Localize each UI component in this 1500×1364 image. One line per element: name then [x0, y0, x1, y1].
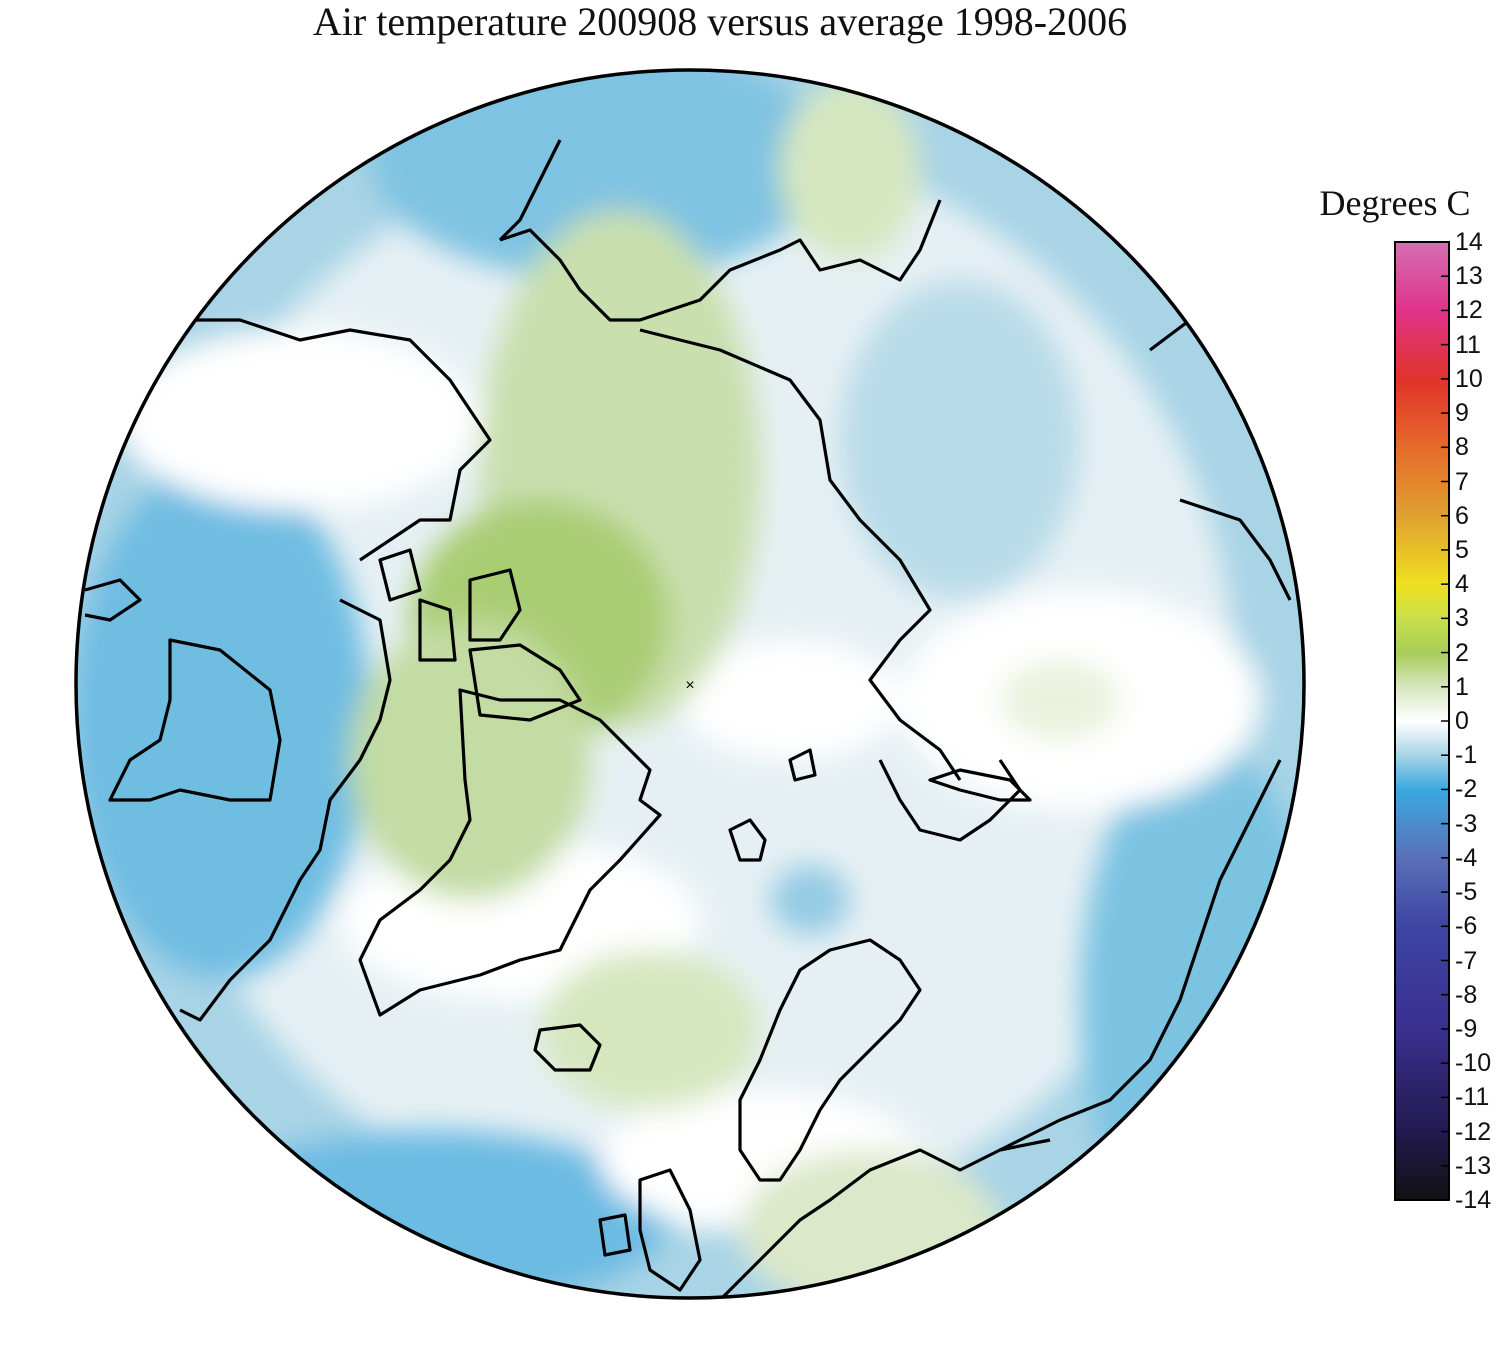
legend-tick-label: 7 — [1455, 467, 1469, 496]
legend-tick-label: 8 — [1455, 433, 1469, 462]
coast-asia — [999, 759, 1282, 1152]
coast-archipelago-2 — [418, 598, 457, 662]
coast-europe — [718, 1138, 1051, 1298]
anomaly-cold-ellesmere — [840, 280, 1080, 600]
coast-novaya-zemlya — [928, 768, 1032, 802]
legend-tick-label: -1 — [1455, 741, 1478, 770]
legend-title: Degrees C — [1319, 183, 1471, 223]
legend-tick-label: 1 — [1455, 672, 1469, 701]
coast-north-america — [179, 598, 392, 1022]
legend-colorbar — [1394, 241, 1450, 1201]
anomaly-warm-norway-sea — [540, 950, 760, 1110]
coast-greenland — [358, 688, 662, 1017]
anomaly-warm-alaska — [780, 80, 920, 260]
legend-tick-label: -11 — [1455, 1083, 1490, 1112]
pole-marker: × — [685, 677, 694, 694]
anomaly-cold-atlantic — [190, 1130, 670, 1298]
coast-siberia — [639, 328, 962, 781]
coast-svalbard — [728, 818, 767, 862]
legend-tick-label: 0 — [1455, 707, 1469, 735]
legend-tick-label: -5 — [1455, 878, 1478, 907]
anomaly-cold-america — [1080, 740, 1304, 1260]
legend-tick-label: 10 — [1455, 364, 1483, 393]
coast-alaska — [180, 318, 492, 562]
coast-ireland — [598, 1213, 632, 1257]
legend-tick-label: 9 — [1455, 399, 1469, 428]
legend-tick-label: 12 — [1455, 296, 1483, 325]
legend-tick-label: 14 — [1455, 228, 1483, 256]
legend-tick-label: -9 — [1455, 1014, 1478, 1043]
legend-tick-label: -8 — [1455, 980, 1478, 1009]
anomaly-cold-svalbard — [770, 865, 850, 935]
legend-tick-label: 6 — [1455, 501, 1469, 530]
coast-hudson — [108, 638, 282, 802]
legend-tick-label: -7 — [1455, 946, 1478, 975]
legend-tick-label: 3 — [1455, 604, 1469, 633]
legend-tick-label: -14 — [1455, 1186, 1492, 1214]
legend-tick-label: -12 — [1455, 1117, 1492, 1146]
legend-tick-label: -6 — [1455, 912, 1478, 941]
coast-west-edge — [84, 578, 142, 622]
coast-kamchatka — [498, 139, 562, 242]
legend-tick-label: 2 — [1455, 638, 1469, 667]
legend-tick-label: -2 — [1455, 775, 1478, 804]
legend-tick-label: -10 — [1455, 1049, 1492, 1078]
legend-tick-label: 4 — [1455, 570, 1469, 599]
coastlines — [84, 139, 1292, 1298]
legend-tick-label: -13 — [1455, 1151, 1492, 1180]
coast-archipelago-3 — [468, 643, 582, 722]
coast-archipelago-1 — [468, 568, 522, 642]
coast-franz-josef — [788, 748, 817, 782]
anomaly-warm-europe — [740, 1150, 1000, 1298]
anomaly-cold-siberia — [76, 460, 370, 980]
legend-tick-label: 13 — [1455, 262, 1483, 291]
coast-scandinavia — [738, 938, 922, 1182]
coast-britain — [638, 1168, 702, 1292]
legend-tick-label: 11 — [1455, 330, 1481, 359]
coast-chukotka — [499, 199, 942, 322]
legend-ticks — [1441, 241, 1449, 1201]
map-title: Air temperature 200908 versus average 19… — [312, 0, 1128, 44]
coast-archipelago-4 — [378, 548, 422, 602]
map-border — [74, 68, 1306, 1300]
legend-tick-label: 5 — [1455, 535, 1469, 564]
coast-iceland — [533, 1023, 602, 1072]
legend-tick-label: -4 — [1455, 843, 1478, 872]
legend-tick-label: -3 — [1455, 809, 1478, 838]
coast-russia-east — [1179, 498, 1292, 601]
